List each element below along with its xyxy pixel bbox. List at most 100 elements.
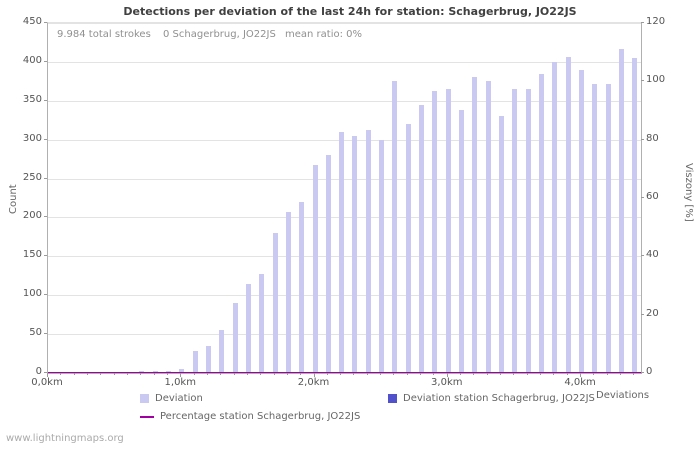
x-axis-tick-label: 3,0km bbox=[431, 377, 463, 388]
plot-area bbox=[47, 22, 642, 374]
x-axis-minor-tick bbox=[460, 373, 462, 375]
x-axis-minor-tick bbox=[140, 373, 142, 375]
right-axis-tickmark bbox=[641, 138, 644, 140]
percentage-line bbox=[48, 372, 641, 373]
x-axis-minor-tick bbox=[633, 373, 635, 375]
deviation-bar bbox=[379, 139, 385, 373]
deviation-bar bbox=[192, 351, 198, 373]
legend-label: Deviation station Schagerbrug, JO22JS bbox=[403, 393, 595, 404]
left-axis-tickmark bbox=[44, 255, 47, 257]
right-axis-tick-label: 40 bbox=[646, 249, 659, 261]
legend-item: Deviation bbox=[140, 393, 203, 404]
watermark: www.lightningmaps.org bbox=[6, 433, 124, 444]
mean-ratio-text: mean ratio: 0% bbox=[285, 29, 363, 40]
x-axis-tick-label: 1,0km bbox=[164, 377, 196, 388]
x-axis-minor-tick bbox=[593, 373, 595, 375]
gridline bbox=[48, 100, 641, 102]
deviation-bar bbox=[565, 57, 571, 373]
deviation-bar bbox=[619, 48, 624, 373]
left-axis-tickmark bbox=[44, 333, 47, 335]
x-axis-minor-tick bbox=[353, 373, 355, 375]
deviation-bar bbox=[539, 73, 545, 373]
x-axis-major-tick bbox=[446, 373, 448, 377]
left-axis-tick-label: 450 bbox=[22, 16, 42, 27]
x-axis-minor-tick bbox=[500, 373, 502, 375]
x-axis-minor-tick bbox=[540, 373, 542, 375]
left-axis-tickmark bbox=[44, 177, 47, 179]
x-axis-minor-tick bbox=[406, 373, 408, 375]
x-axis-minor-tick bbox=[433, 373, 435, 375]
x-axis-minor-tick bbox=[473, 373, 475, 375]
deviation-bar bbox=[552, 61, 558, 373]
x-axis-minor-tick bbox=[526, 373, 528, 375]
deviation-bar bbox=[285, 212, 291, 373]
left-axis-tick-label: 250 bbox=[22, 171, 42, 183]
station-strokes-text: 0 Schagerbrug, JO22JS bbox=[163, 29, 276, 40]
x-axis-minor-tick bbox=[300, 373, 302, 375]
gridline bbox=[48, 139, 641, 141]
x-axis-label: Deviations bbox=[596, 390, 650, 401]
x-axis-minor-tick bbox=[60, 373, 62, 375]
x-axis-major-tick bbox=[580, 373, 582, 377]
deviation-bar bbox=[499, 116, 505, 373]
right-axis-tick-label: 0 bbox=[646, 366, 653, 377]
left-axis-tickmark bbox=[44, 372, 47, 373]
x-axis-minor-tick bbox=[566, 373, 568, 375]
deviation-bar bbox=[592, 83, 598, 373]
deviation-bar bbox=[432, 91, 438, 373]
legend-item: Deviation station Schagerbrug, JO22JS bbox=[388, 393, 595, 404]
gridline bbox=[48, 217, 641, 219]
x-axis-minor-tick bbox=[393, 373, 395, 375]
gridline bbox=[48, 295, 641, 297]
right-axis-tickmark bbox=[641, 22, 644, 23]
deviation-bar bbox=[219, 330, 225, 373]
x-axis-minor-tick bbox=[233, 373, 235, 375]
deviation-bar bbox=[512, 89, 518, 373]
deviation-bar bbox=[459, 110, 465, 373]
deviation-bar bbox=[419, 104, 425, 373]
x-axis-minor-tick bbox=[326, 373, 328, 375]
x-axis-minor-tick bbox=[246, 373, 248, 375]
deviation-bar bbox=[272, 233, 278, 373]
right-axis-tick-label: 20 bbox=[646, 307, 659, 319]
left-axis-tick-label: 300 bbox=[22, 132, 42, 144]
x-axis-major-tick bbox=[47, 373, 48, 377]
deviation-bar bbox=[405, 124, 411, 373]
right-axis-tick-label: 80 bbox=[646, 132, 659, 144]
right-axis-tickmark bbox=[641, 197, 644, 198]
right-axis-tickmark bbox=[641, 255, 644, 257]
left-axis-tick-label: 50 bbox=[29, 327, 42, 339]
deviation-bar bbox=[232, 303, 238, 373]
x-axis-minor-tick bbox=[260, 373, 262, 375]
y2-axis-label: Viszony [%] bbox=[683, 163, 694, 222]
x-axis-minor-tick bbox=[366, 373, 368, 375]
x-axis-minor-tick bbox=[193, 373, 195, 375]
x-axis-minor-tick bbox=[286, 373, 288, 375]
x-axis-minor-tick bbox=[513, 373, 515, 375]
deviation-bar bbox=[485, 81, 491, 373]
x-axis-minor-tick bbox=[420, 373, 422, 375]
legend-color-swatch bbox=[140, 394, 149, 403]
deviation-bar bbox=[579, 69, 585, 373]
x-axis-minor-tick bbox=[166, 373, 168, 375]
gridline bbox=[48, 61, 641, 63]
legend-item: Percentage station Schagerbrug, JO22JS bbox=[140, 411, 360, 422]
deviation-bar bbox=[312, 164, 318, 373]
x-axis-minor-tick bbox=[126, 373, 128, 375]
x-axis-minor-tick bbox=[340, 373, 342, 375]
x-axis-minor-tick bbox=[606, 373, 608, 375]
x-axis-minor-tick bbox=[86, 373, 88, 375]
left-axis-tickmark bbox=[44, 22, 47, 23]
x-axis-minor-tick bbox=[380, 373, 382, 375]
x-axis-minor-tick bbox=[553, 373, 555, 375]
x-axis-minor-tick bbox=[220, 373, 222, 375]
left-axis-tickmark bbox=[44, 294, 47, 296]
x-axis-minor-tick bbox=[113, 373, 115, 375]
deviation-bar bbox=[352, 135, 358, 373]
x-axis-tick-label: 4,0km bbox=[564, 377, 596, 388]
deviation-bar bbox=[472, 77, 478, 373]
right-axis-tick-label: 100 bbox=[646, 74, 666, 86]
left-axis-tick-label: 150 bbox=[22, 249, 42, 261]
deviation-bar bbox=[605, 83, 611, 373]
deviation-bar bbox=[325, 155, 331, 373]
